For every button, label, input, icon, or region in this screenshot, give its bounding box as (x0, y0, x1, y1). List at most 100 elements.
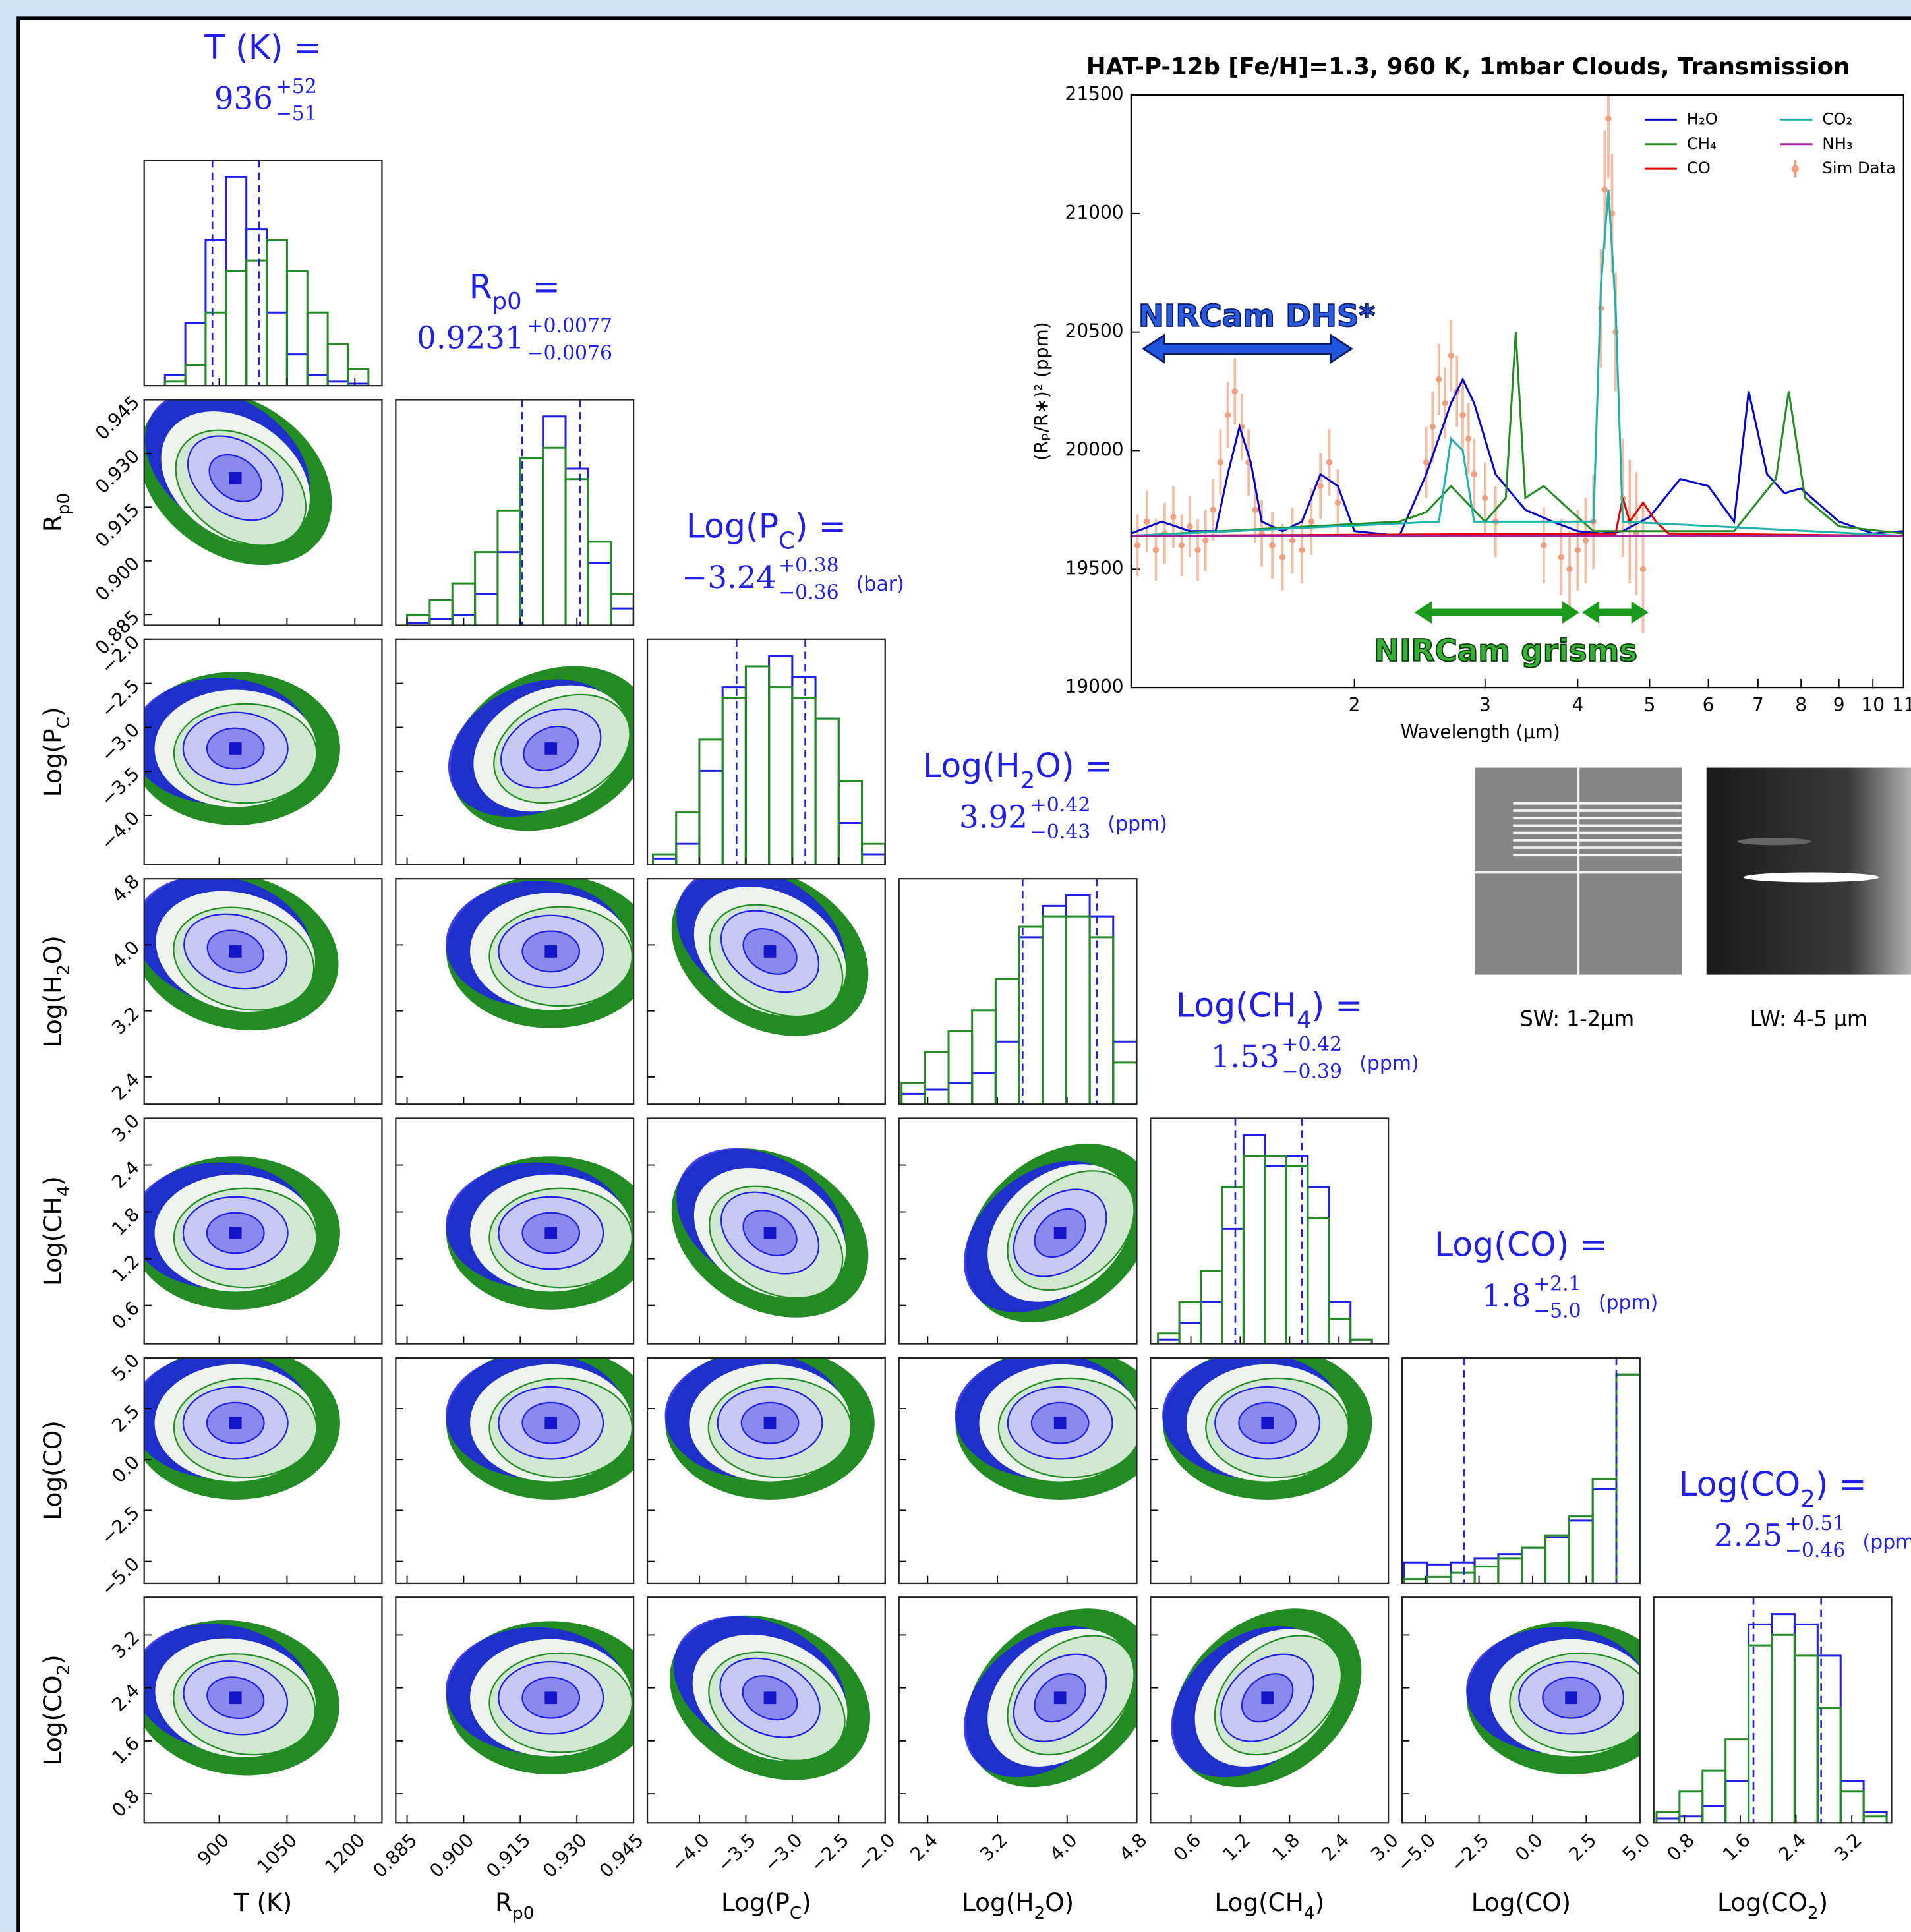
density-peak (544, 1227, 557, 1239)
param-unit: (ppm) (1108, 812, 1167, 835)
density-peak (229, 1691, 242, 1704)
x-axis-label-part: ) (1819, 1887, 1829, 1916)
lw-image (1707, 768, 1911, 975)
param-plus: +0.42 (1281, 1033, 1342, 1056)
data-point (1448, 353, 1454, 359)
data-point (1575, 547, 1581, 553)
x-axis-label-part: ) (1315, 1887, 1325, 1916)
data-point (1252, 507, 1258, 513)
data-point (1605, 115, 1611, 121)
data-point (1218, 459, 1223, 465)
param-plus: +0.51 (1785, 1512, 1846, 1535)
data-point (1583, 537, 1589, 543)
legend-label: Sim Data (1822, 158, 1896, 177)
density-peak (764, 1227, 777, 1239)
data-point (1269, 542, 1275, 548)
data-point (1430, 424, 1436, 430)
param-plus: +0.38 (779, 554, 839, 577)
y-axis-label-part: 2 (54, 964, 74, 976)
param-title-part: p0 (492, 288, 522, 315)
data-point (1602, 187, 1608, 192)
param-title-part: ) = (1311, 985, 1363, 1024)
y-axis-label-part: ) (38, 707, 67, 717)
param-unit: (ppm) (1863, 1531, 1911, 1554)
param-title-part: Log(P (686, 506, 779, 545)
x-axis-label-part: p0 (512, 1903, 534, 1923)
x-tick-label: 10 (1861, 694, 1885, 716)
y-axis-label-part: C (54, 717, 74, 728)
x-axis-label-part: T (K) (233, 1887, 292, 1916)
data-point (1459, 412, 1465, 418)
param-plus: +0.0077 (527, 314, 612, 337)
data-point (1308, 519, 1314, 525)
y-axis-label-part: p0 (54, 493, 74, 515)
lw-trace (1744, 872, 1879, 882)
density-peak (1261, 1417, 1274, 1429)
param-title-part: Log(CO (1678, 1465, 1800, 1504)
x-axis-label: Wavelength (µm) (1401, 721, 1560, 743)
x-tick-label: 11 (1892, 694, 1911, 716)
y-tick-label: 20000 (1065, 438, 1124, 460)
data-point (1558, 554, 1564, 560)
y-axis-label-part: ) (38, 1176, 67, 1186)
x-axis-label: Log(CO) (1471, 1887, 1571, 1916)
x-axis-label-part: C (790, 1903, 802, 1923)
x-tick-label: 5 (1644, 694, 1656, 716)
param-minus: −0.46 (1785, 1539, 1846, 1562)
x-axis-label-part: Log(CO) (1471, 1887, 1571, 1916)
param-title-part: = (522, 267, 560, 306)
density-peak (229, 742, 242, 755)
legend-marker (1792, 165, 1799, 173)
y-tick-label: 20500 (1065, 320, 1124, 342)
panel (446, 1156, 655, 1310)
density-peak (544, 1417, 557, 1429)
y-tick-label: 19000 (1065, 676, 1124, 697)
param-title-part: R (469, 267, 492, 306)
param-title: T (K) = (204, 27, 322, 66)
param-median: 1.8 (1482, 1279, 1531, 1314)
x-tick-label: 2 (1349, 694, 1361, 716)
panel (665, 1346, 875, 1500)
data-point (1170, 513, 1176, 519)
y-axis-label-part: Log(P (38, 728, 67, 797)
param-plus: +52 (276, 75, 317, 98)
param-title-part: 4 (1297, 1007, 1311, 1034)
density-peak (544, 1691, 557, 1704)
param-title-part: 2 (1800, 1486, 1815, 1513)
param-title-part: ) = (795, 506, 846, 545)
legend-label: H₂O (1687, 109, 1718, 128)
data-point (1279, 554, 1285, 560)
density-peak (764, 945, 777, 958)
data-point (1335, 500, 1341, 506)
lw-frame (1707, 768, 1911, 975)
density-peak (764, 1691, 777, 1704)
x-axis-label: T (K) (233, 1887, 292, 1916)
grism-label: NIRCam grisms (1374, 633, 1637, 669)
y-axis-label: (Rₚ/R∗)² (ppm) (1030, 322, 1052, 461)
param-unit: (bar) (856, 573, 904, 596)
y-tick-label: 19500 (1065, 557, 1124, 579)
data-point (1179, 542, 1185, 548)
density-peak (229, 1227, 242, 1239)
data-point (1225, 412, 1231, 418)
data-point (1187, 523, 1192, 529)
data-point (1423, 459, 1429, 465)
param-title-part: O) = (1035, 746, 1113, 784)
panel (131, 1156, 340, 1310)
x-tick-label: 8 (1795, 694, 1807, 716)
y-axis-label-part: 2 (54, 1664, 74, 1676)
density-peak (1054, 1227, 1067, 1239)
lw-caption: LW: 4-5 µm (1750, 1008, 1867, 1032)
data-point (1232, 388, 1238, 394)
y-axis-label-part: 4 (54, 1186, 74, 1197)
x-tick-label: 7 (1752, 694, 1764, 716)
param-title-part: ) = (1815, 1465, 1867, 1504)
param-median: 2.25 (1714, 1519, 1782, 1554)
x-tick-label: 6 (1703, 694, 1715, 716)
data-point (1299, 547, 1305, 553)
x-axis-label-part: 2 (1808, 1903, 1819, 1923)
spectrum-title: HAT-P-12b [Fe/H]=1.3, 960 K, 1mbar Cloud… (1086, 53, 1850, 80)
param-plus: +0.42 (1030, 794, 1091, 817)
density-peak (1054, 1417, 1067, 1429)
x-axis-label-part: 4 (1304, 1903, 1315, 1923)
